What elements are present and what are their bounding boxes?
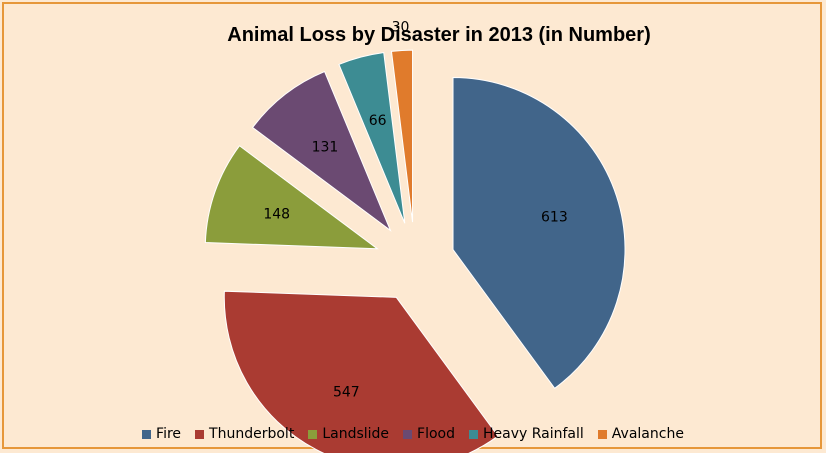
legend: Fire Thunderbolt Landslide Flood Heavy Rainf… [0,426,826,442]
legend-swatch-fire [142,429,152,439]
legend-swatch-landslide [308,429,318,439]
pie-slice-landslide [204,145,379,250]
pie-slice-avalanche [390,49,414,223]
legend-swatch-thunderbolt [195,429,205,439]
data-label-avalanche: 30 [392,19,410,35]
legend-item-avalanche: Avalanche [597,426,684,442]
legend-label-flood: Flood [417,426,455,442]
legend-label-landslide: Landslide [322,426,390,442]
pie-slice-thunderbolt [223,290,499,453]
data-label-heavy-rainfall: 66 [369,113,387,129]
pie-slice-flood [251,70,392,232]
legend-swatch-heavy-rainfall [469,429,478,439]
data-label-thunderbolt: 547 [333,385,360,401]
pie-slice-fire [452,77,626,389]
legend-item-fire: Fire [142,426,181,442]
legend-label-heavy-rainfall: Heavy Rainfall [483,426,584,442]
legend-label-fire: Fire [156,426,182,442]
legend-item-thunderbolt: Thunderbolt [195,426,294,442]
data-label-landslide: 148 [263,206,290,222]
chart-title: Animal Loss by Disaster in 2013 (in Numb… [227,24,651,46]
pie-slice-heavy-rainfall [338,52,406,224]
legend-label-thunderbolt: Thunderbolt [209,426,295,442]
legend-swatch-flood [403,429,413,439]
data-label-flood: 131 [312,139,339,155]
data-label-fire: 613 [541,209,568,225]
legend-item-landslide: Landslide [308,426,389,442]
legend-swatch-avalanche [597,429,607,439]
legend-label-avalanche: Avalanche [611,426,684,442]
legend-item-heavy-rainfall: Heavy Rainfall [469,426,584,442]
legend-item-flood: Flood [403,426,455,442]
